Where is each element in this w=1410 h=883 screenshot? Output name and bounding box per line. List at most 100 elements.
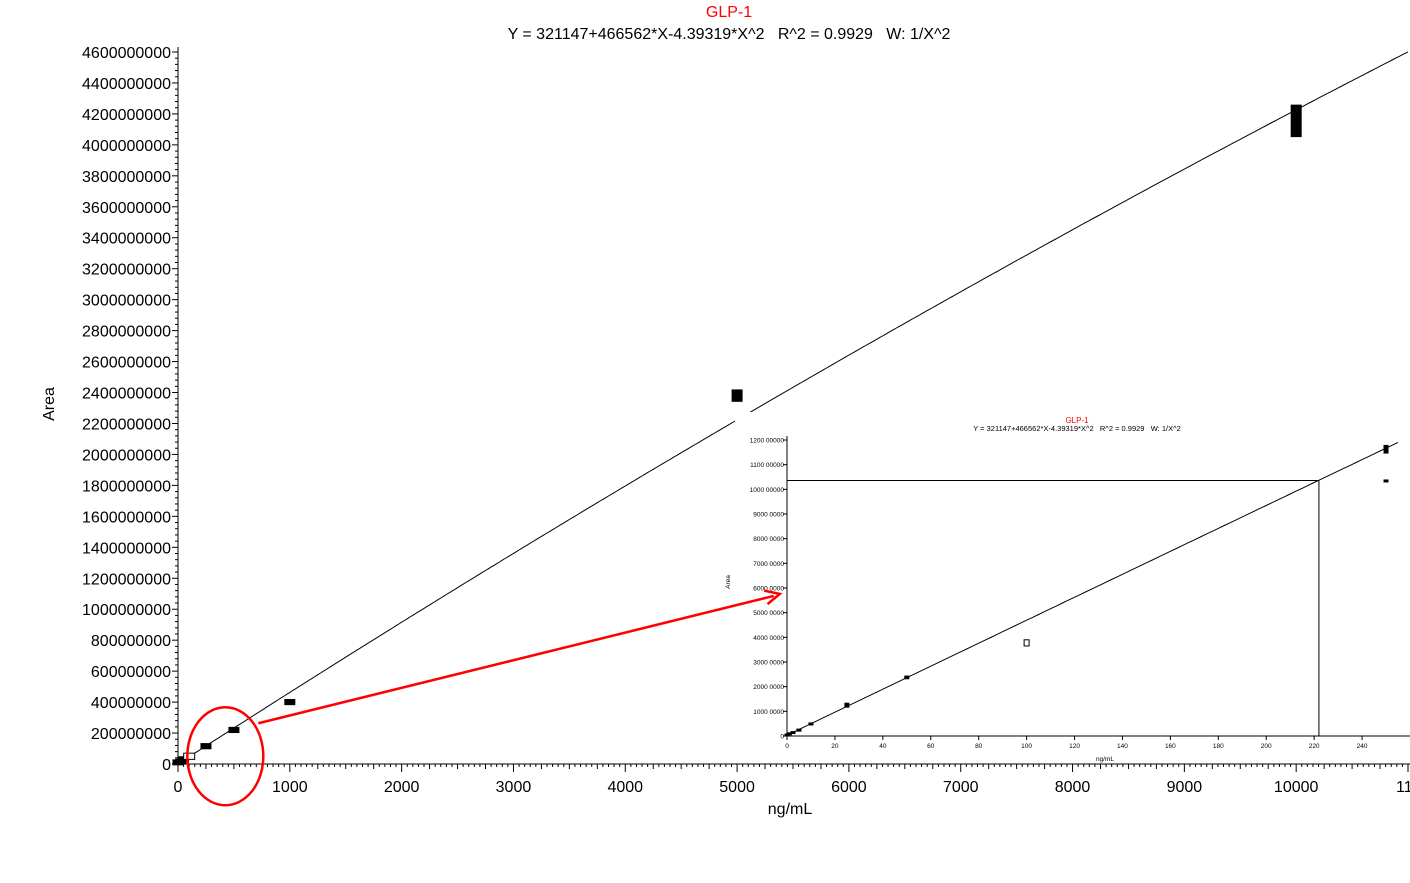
zoom-arrow-line	[258, 594, 775, 725]
inset-x-tick-label: 60	[927, 743, 935, 750]
inset-y-tick-label: 9000 0000	[753, 512, 784, 519]
main-chart-equation: Y = 321147+466562*X-4.39319*X^2 R^2 = 0.…	[508, 26, 951, 43]
main-fit-curve-group	[178, 51, 1409, 765]
inset-data-point	[904, 675, 910, 680]
main-y-tick-label: 2400000000	[82, 386, 171, 403]
inset-x-tick-label: 100	[1021, 743, 1032, 750]
main-x-tick-label: 7000	[943, 779, 979, 796]
inset-x-tick-label: 0	[785, 743, 789, 750]
main-y-tick-label: 4000000000	[82, 138, 171, 155]
inset-y-tick-label: 6000 0000	[753, 586, 784, 593]
main-x-tick-label: 10000	[1274, 779, 1319, 796]
inset-x-tick-label: 200	[1261, 743, 1272, 750]
main-axes: 0 200000000 400000000 600000000 800000000 100…	[82, 45, 1410, 796]
main-y-tick-label: 3200000000	[82, 262, 171, 279]
main-chart-title: GLP-1	[706, 4, 752, 21]
inset-x-tick-label: 20	[831, 743, 839, 750]
inset-y-tick-label: 4000 0000	[753, 635, 784, 642]
main-y-tick-label: 200000000	[91, 726, 171, 743]
main-y-tick-label: 3800000000	[82, 169, 171, 186]
inset-x-tick-label: 120	[1069, 743, 1080, 750]
main-y-tick-label: 800000000	[91, 633, 171, 650]
inset-data-point	[808, 722, 814, 726]
main-x-tick-label: 6000	[831, 779, 867, 796]
inset-x-tick-label: 140	[1117, 743, 1128, 750]
main-fit-curve	[178, 51, 1409, 765]
main-x-tick-label: 3000	[496, 779, 532, 796]
main-data-point	[200, 743, 212, 750]
inset-fit-line	[787, 441, 1399, 736]
main-x-tick-label: 8000	[1055, 779, 1091, 796]
main-y-tick-label: 3000000000	[82, 293, 171, 310]
inset-data-point	[1383, 444, 1389, 454]
inset-y-tick-label: 1000 0000	[753, 709, 784, 716]
inset-y-tick-label: 5000 0000	[753, 610, 784, 617]
inset-chart-equation: Y = 321147+466562*X-4.39319*X^2 R^2 = 0.…	[973, 424, 1181, 433]
inset-x-axis-label: ng/mL	[1096, 756, 1114, 763]
main-x-tick-label: 5000	[719, 779, 755, 796]
main-y-tick-label: 2200000000	[82, 416, 171, 433]
main-y-tick-label: 4200000000	[82, 107, 171, 124]
main-y-tick-label: 1200000000	[82, 571, 171, 588]
main-y-tick-label: 1400000000	[82, 540, 171, 557]
main-y-tick-label: 1000000000	[82, 602, 171, 619]
main-data-point	[284, 698, 296, 706]
main-y-tick-label: 1600000000	[82, 509, 171, 526]
main-y-tick-label: 0	[162, 757, 171, 774]
main-y-axis-label: Area	[41, 387, 58, 421]
inset-y-tick-label: 1100 00000	[750, 462, 784, 469]
inset-y-tick-label: 3000 0000	[753, 660, 784, 667]
inset-background	[735, 412, 1410, 762]
main-y-tick-label: 3600000000	[82, 200, 171, 217]
inset-x-tick-label: 160	[1165, 743, 1176, 750]
main-x-tick-label: 1000	[272, 779, 308, 796]
main-calibration-chart: GLP-1 Y = 321147+466562*X-4.39319*X^2 R^…	[41, 4, 1410, 818]
main-y-tick-label: 2600000000	[82, 355, 171, 372]
inset-x-tick-label: 240	[1357, 743, 1368, 750]
main-data-points	[172, 104, 1302, 766]
main-data-point	[1290, 104, 1302, 138]
main-y-tick-label: 4600000000	[82, 45, 171, 62]
main-x-tick-label: 2000	[384, 779, 420, 796]
main-data-point	[731, 389, 743, 402]
inset-y-axis-label: Area	[725, 575, 732, 589]
inset-axes: 0 1000 0000 2000 0000 3000 0000 4000 0000 500…	[750, 436, 1410, 750]
main-x-tick-label: 0	[174, 779, 183, 796]
inset-y-tick-label: 1200 00000	[750, 438, 785, 445]
inset-data-point	[1023, 639, 1030, 647]
inset-y-tick-label: 0	[780, 734, 784, 741]
inset-y-tick-label: 7000 0000	[753, 561, 784, 568]
zoom-annotation	[186, 589, 783, 807]
inset-x-tick-label: 80	[975, 743, 983, 750]
inset-y-tick-label: 1000 00000	[750, 487, 785, 494]
inset-y-tick-label: 8000 0000	[753, 536, 784, 543]
zoom-circle	[186, 706, 265, 807]
main-x-tick-label: 4000	[607, 779, 643, 796]
main-y-tick-label: 3400000000	[82, 231, 171, 248]
main-y-tick-label: 2000000000	[82, 447, 171, 464]
main-data-point	[228, 726, 240, 734]
inset-calibration-chart: GLP-1 Y = 321147+466562*X-4.39319*X^2 R^…	[725, 412, 1410, 763]
main-y-tick-label: 600000000	[91, 664, 171, 681]
zoom-arrow-head	[763, 589, 783, 606]
main-x-tick-label: 110	[1396, 779, 1410, 796]
inset-data-point	[1383, 479, 1389, 483]
inset-data-points	[784, 444, 1389, 737]
inset-y-tick-label: 2000 0000	[753, 684, 784, 691]
inset-x-tick-label: 220	[1309, 743, 1320, 750]
main-x-axis-label: ng/mL	[768, 801, 813, 818]
main-y-tick-label: 4400000000	[82, 76, 171, 93]
main-x-tick-label: 9000	[1167, 779, 1203, 796]
main-y-tick-label: 2800000000	[82, 324, 171, 341]
inset-data-point	[796, 728, 802, 732]
inset-x-tick-label: 40	[879, 743, 887, 750]
inset-lines-group	[787, 441, 1399, 736]
main-y-tick-label: 400000000	[91, 695, 171, 712]
inset-data-point	[790, 731, 796, 735]
inset-data-point	[786, 732, 792, 736]
inset-chart-title: GLP-1	[1065, 416, 1089, 425]
inset-data-point	[844, 702, 850, 708]
inset-x-tick-label: 180	[1213, 743, 1224, 750]
main-data-point	[183, 752, 196, 760]
